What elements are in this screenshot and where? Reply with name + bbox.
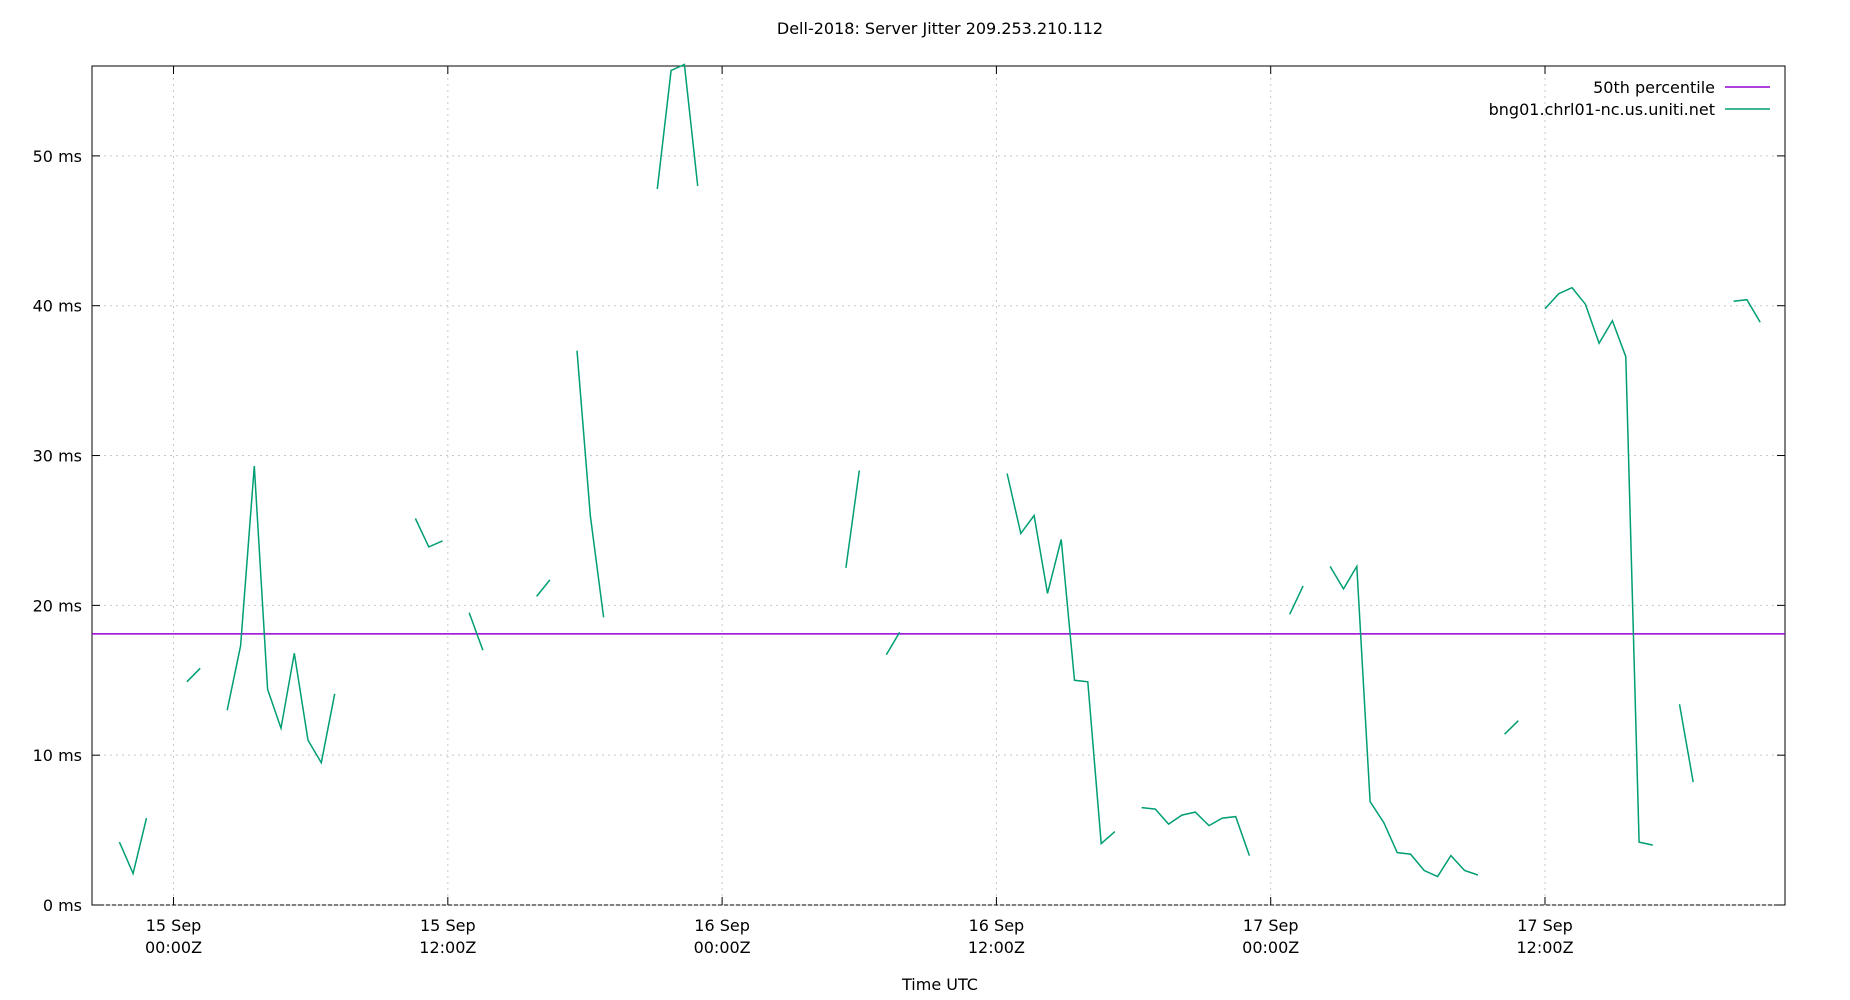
x-tick-label: 12:00Z bbox=[419, 938, 476, 957]
y-tick-label: 0 ms bbox=[43, 896, 82, 915]
x-axis-label: Time UTC bbox=[901, 975, 978, 994]
x-tick-label: 16 Sep bbox=[969, 916, 1025, 935]
y-tick-label: 30 ms bbox=[33, 447, 82, 466]
x-tick-label: 12:00Z bbox=[1516, 938, 1573, 957]
legend-label: bng01.chrl01-nc.us.uniti.net bbox=[1489, 100, 1715, 119]
plot-frame bbox=[91, 65, 1786, 906]
x-tick-label: 17 Sep bbox=[1243, 916, 1299, 935]
chart-title: Dell-2018: Server Jitter 209.253.210.112 bbox=[777, 19, 1103, 38]
x-tick-label: 00:00Z bbox=[1242, 938, 1299, 957]
x-tick-label: 16 Sep bbox=[694, 916, 750, 935]
x-tick-label: 17 Sep bbox=[1517, 916, 1573, 935]
x-tick-label: 15 Sep bbox=[146, 916, 202, 935]
y-tick-label: 40 ms bbox=[33, 297, 82, 316]
data-line bbox=[118, 63, 1761, 878]
legend-label: 50th percentile bbox=[1593, 78, 1715, 97]
x-tick-label: 15 Sep bbox=[420, 916, 476, 935]
x-tick-label: 12:00Z bbox=[968, 938, 1025, 957]
y-tick-label: 20 ms bbox=[33, 596, 82, 615]
x-tick-label: 00:00Z bbox=[694, 938, 751, 957]
y-tick-label: 50 ms bbox=[33, 147, 82, 166]
x-tick-label: 00:00Z bbox=[145, 938, 202, 957]
y-tick-label: 10 ms bbox=[33, 746, 82, 765]
